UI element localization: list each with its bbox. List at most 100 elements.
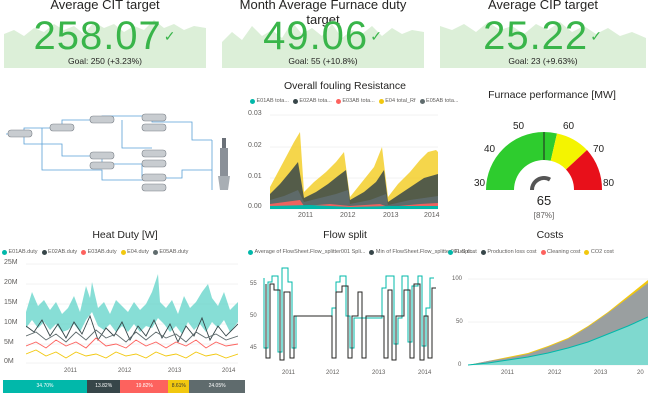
y-tick-label: 0.00 [248,203,262,210]
legend-label: E05AB tota... [426,98,459,104]
legend-item[interactable]: E04.duty [120,249,149,255]
legend-label: E03AB tota... [342,98,375,104]
y-tick-label: 0M [4,358,14,365]
x-tick-label: 2011 [501,370,514,376]
legend-label: Production loss cost [487,249,537,255]
furnace-gauge-title: Furnace performance [MW] [488,89,616,101]
series-area-fuel [468,317,648,365]
series-line-e02 [26,314,238,344]
series-area-e02 [270,162,438,209]
kpi-sparkline-background [222,22,424,68]
y-tick-label: 55 [250,281,257,287]
y-tick-label: 25M [4,259,18,266]
legend-label: E02AB.duty [48,249,78,255]
x-tick-label: 2011 [298,212,314,219]
kpi-value: 258.07 ✓ [33,14,177,58]
legend-item[interactable]: CO2 cost [584,249,614,255]
furnace-gauge[interactable] [484,130,604,192]
legend-item[interactable]: Fuel cost [448,249,477,255]
process-flow-diagram[interactable] [2,100,240,208]
y-tick-label: 0.03 [248,110,262,117]
legend-label: E01AB.duty [8,249,38,255]
legend-label: CO2 cost [590,249,614,255]
flow-split-step-chart[interactable] [262,262,438,370]
x-tick-label: 2011 [64,368,77,374]
y-tick-label: 100 [452,276,463,282]
legend-label: E01AB tota... [256,98,289,104]
gauge-tick-label: 30 [474,178,486,189]
share-segment-e02[interactable]: 13.82% [86,380,121,393]
legend-item[interactable]: Cleaning cost [540,249,580,255]
flow-split-legend[interactable]: Average of FlowSheet.Flow_splitter001 Sp… [248,249,475,255]
series-line-average [263,267,434,353]
gauge-tick-label: 40 [484,144,496,155]
x-tick-label: 2014 [222,368,236,374]
legend-item[interactable]: E03AB tota... [335,98,375,104]
legend-label: E02AB tota... [299,98,332,104]
y-tick-label: 20M [4,279,18,286]
kpi-goal: Goal: 23 (+9.63%) [508,56,578,66]
fouling-chart-title: Overall fouling Resistance [284,80,406,92]
fouling-area-chart[interactable] [270,112,438,212]
y-tick-label: 50 [456,319,463,325]
heat-duty-line-chart[interactable] [26,262,238,366]
costs-stacked-area-chart[interactable] [468,262,648,368]
gauge-band-green [486,132,544,190]
kpi-card-furnace-duty[interactable]: Month Average Furnace duty target 49.06 ✓… [222,0,424,68]
share-segment-e05[interactable]: 24.05% [189,380,245,393]
flow-split-title: Flow split [323,229,367,241]
gauge-tick-label: 50 [513,121,525,132]
share-segment-e01[interactable]: 34.70% [3,380,87,393]
kpi-card-cit[interactable]: Average CIT target 258.07 ✓ Goal: 250 (+3… [4,0,206,68]
kpi-card-cip[interactable]: Average CIP target 25.22 ✓ Goal: 23 (+9.6… [440,0,646,68]
fouling-legend[interactable]: E01AB tota... E02AB tota... E03AB tota..… [250,98,458,104]
legend-item[interactable]: E01AB tota... [250,98,289,104]
series-area-e01 [270,205,438,209]
y-tick-label: 0 [458,362,462,368]
series-line-min [265,283,436,361]
gauge-value: 65 [536,193,552,208]
legend-item[interactable]: E03AB.duty [81,249,117,255]
gauge-tick-label: 70 [593,144,605,155]
series-line-e03 [26,337,238,349]
heat-duty-share-bar[interactable]: 34.70% 13.82% 19.82% 8.61% 24.05% [3,380,245,393]
heat-exchanger-network-image [6,113,230,192]
check-icon: ✓ [590,28,603,44]
gauge-band-green-2 [544,132,557,161]
legend-item[interactable]: Average of FlowSheet.Flow_splitter001 Sp… [248,249,365,255]
legend-label: Fuel cost [454,249,477,255]
x-tick-label: 2013 [383,212,399,219]
legend-item[interactable]: E02AB tota... [292,98,332,104]
legend-label: Min of FlowSheet.Flow_splitter001 Spli..… [375,249,476,255]
kpi-goal: Goal: 250 (+3.23%) [68,56,142,66]
legend-item[interactable]: Min of FlowSheet.Flow_splitter001 Spli..… [369,249,475,255]
x-tick-label: 2013 [372,370,386,376]
y-tick-label: 5M [4,339,14,346]
legend-item[interactable]: E01AB.duty [2,249,38,255]
share-segment-e04[interactable]: 8.61% [168,380,190,393]
legend-item[interactable]: E04 total_Rf [378,98,416,104]
legend-item[interactable]: E02AB.duty [41,249,78,255]
y-tick-label: 10M [4,319,18,326]
legend-label: Average of FlowSheet.Flow_splitter001 Sp… [254,249,366,255]
legend-label: E03AB.duty [87,249,117,255]
costs-legend[interactable]: Fuel cost Production loss cost Cleaning … [448,249,614,255]
kpi-title: Average CIP target [487,0,599,12]
y-tick-label: 45 [250,345,257,351]
gauge-tick-label: 60 [563,121,575,132]
heat-duty-legend[interactable]: E01AB.duty E02AB.duty E03AB.duty E04.dut… [2,249,188,255]
legend-item[interactable]: Production loss cost [480,249,537,255]
series-line-e04 [26,349,238,359]
kpi-title: Month Average Furnace duty target [239,0,407,27]
y-tick-label: 50 [250,313,257,319]
x-tick-label: 2011 [282,370,295,376]
legend-item[interactable]: E05AB.duty [152,249,188,255]
legend-item[interactable]: E05AB tota... [419,98,459,104]
series-line-fuel [468,316,648,366]
heat-duty-title: Heat Duty [W] [92,229,158,241]
share-segment-e03[interactable]: 19.82% [120,380,169,393]
legend-label: E04.duty [127,249,149,255]
x-tick-label: 2013 [594,370,608,376]
check-icon: ✓ [163,28,177,44]
y-tick-label: 0.01 [248,173,262,180]
